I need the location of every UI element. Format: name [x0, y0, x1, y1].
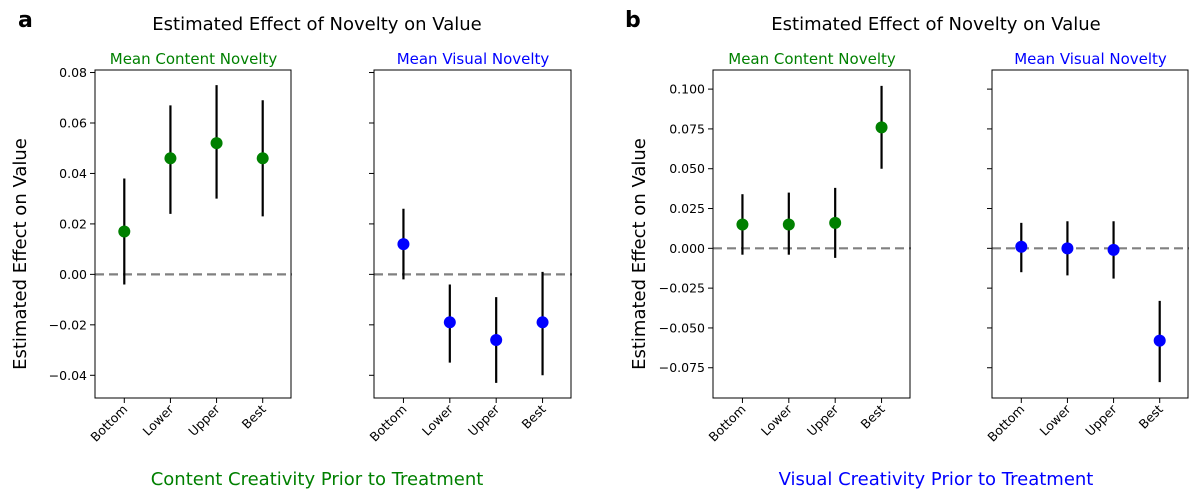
subtitle-b-content: Mean Content Novelty [728, 50, 896, 68]
point-a-visual-best [536, 316, 549, 329]
point-a-content-best [256, 152, 269, 165]
axes-frame-a-visual [373, 69, 572, 399]
xtick-label-a-visual-lower: Lower [419, 401, 457, 439]
point-a-content-lower [164, 152, 177, 165]
axes-frame-b-visual [991, 69, 1189, 399]
axes-frame-a-content [94, 69, 292, 399]
panel-letter-b: b [625, 8, 641, 33]
xtick-label-b-content-lower: Lower [758, 401, 796, 439]
subplot-b-content-novelty: Mean Content Novelty −0.075 −0.050 −0.025 0.… [659, 50, 911, 445]
ytick-label-b-content: 0.000 [669, 241, 705, 256]
xtick-label-b-content-upper: Upper [804, 401, 842, 439]
point-b-content-lower [782, 218, 795, 231]
ytick-label-a-content: 0.00 [59, 267, 87, 282]
panel-b-ylabel: Estimated Effect on Value [629, 138, 650, 370]
xtick-label-b-content-best: Best [857, 401, 887, 431]
point-b-visual-bottom [1015, 240, 1028, 253]
axes-frame-b-content [712, 69, 911, 399]
ytick-label-b-content: 0.075 [669, 121, 705, 136]
xtick-label-b-visual-bottom: Bottom [984, 402, 1027, 445]
point-a-content-upper [210, 137, 223, 150]
point-b-visual-upper [1107, 243, 1120, 256]
xtick-label-b-visual-best: Best [1136, 401, 1166, 431]
point-b-content-best [875, 121, 888, 134]
xtick-label-b-content-bottom: Bottom [706, 402, 749, 445]
subtitle-a-visual: Mean Visual Novelty [397, 50, 550, 68]
panel-a-ylabel: Estimated Effect on Value [10, 138, 31, 370]
subplot-a-content-novelty: Mean Content Novelty −0.04 −0.02 0.00 0.02 0.… [49, 50, 292, 445]
ytick-label-b-content: −0.025 [659, 281, 705, 296]
ytick-label-a-content: 0.02 [59, 216, 87, 231]
ytick-label-b-content: 0.050 [669, 161, 705, 176]
panel-b-title: Estimated Effect of Novelty on Value [771, 14, 1100, 35]
panel-letter-a: a [18, 8, 33, 33]
point-b-visual-lower [1061, 242, 1074, 255]
point-a-visual-lower [443, 316, 456, 329]
xtick-label-a-content-upper: Upper [185, 401, 223, 439]
ytick-label-b-content: −0.075 [659, 360, 705, 375]
ytick-label-a-content: 0.08 [59, 65, 87, 80]
subplot-a-visual-novelty: Mean Visual Novelty Bottom Lower Upper Best [367, 50, 572, 445]
point-b-content-bottom [736, 218, 749, 231]
xtick-label-b-visual-upper: Upper [1082, 401, 1120, 439]
ytick-label-a-content: −0.04 [49, 368, 87, 383]
subtitle-a-content: Mean Content Novelty [110, 50, 278, 68]
xtick-label-a-visual-upper: Upper [465, 401, 503, 439]
panel-a-title: Estimated Effect of Novelty on Value [152, 14, 481, 35]
subplot-b-visual-novelty: Mean Visual Novelty Bottom Lower Upper Best [984, 50, 1189, 445]
ytick-label-a-content: 0.06 [59, 115, 87, 130]
point-b-content-upper [829, 216, 842, 229]
xtick-label-a-visual-best: Best [518, 401, 548, 431]
xtick-label-a-content-best: Best [239, 401, 269, 431]
point-a-visual-bottom [397, 238, 410, 251]
point-a-content-bottom [118, 225, 131, 238]
ytick-label-b-content: −0.050 [659, 320, 705, 335]
xtick-label-a-content-lower: Lower [139, 401, 177, 439]
xtick-label-a-content-bottom: Bottom [87, 402, 130, 445]
ytick-label-b-content: 0.025 [669, 201, 705, 216]
xtick-label-b-visual-lower: Lower [1036, 401, 1074, 439]
panel-b-xlabel: Visual Creativity Prior to Treatment [779, 469, 1094, 490]
ytick-label-a-content: −0.02 [49, 317, 87, 332]
subtitle-b-visual: Mean Visual Novelty [1014, 50, 1167, 68]
point-a-visual-upper [490, 333, 503, 346]
ytick-label-b-content: 0.100 [669, 82, 705, 97]
panel-a-xlabel: Content Creativity Prior to Treatment [151, 469, 484, 490]
xtick-label-a-visual-bottom: Bottom [367, 402, 410, 445]
point-b-visual-best [1153, 334, 1166, 347]
ytick-label-a-content: 0.04 [59, 166, 87, 181]
